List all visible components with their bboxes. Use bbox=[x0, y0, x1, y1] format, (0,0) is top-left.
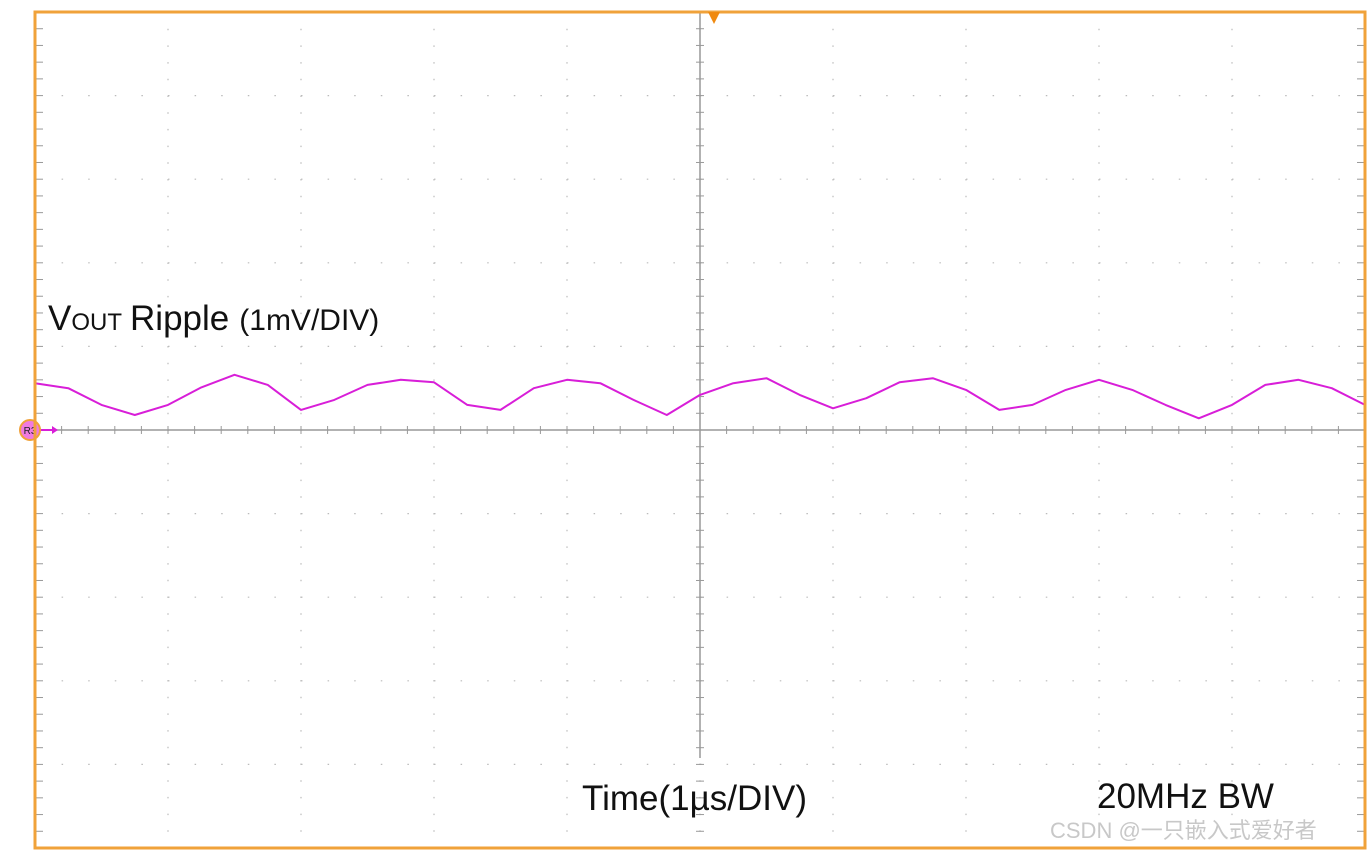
grid bbox=[34, 11, 1366, 849]
channel-label: VOUT Ripple (1mV/DIV) bbox=[48, 299, 379, 338]
label-rest: Ripple bbox=[130, 299, 229, 338]
x-axis-label: Time(1µs/DIV) bbox=[582, 779, 807, 818]
frame bbox=[33, 10, 1367, 850]
waveform bbox=[34, 373, 1366, 420]
label-scale: (1mV/DIV) bbox=[239, 304, 379, 337]
reference-label: R3 bbox=[24, 426, 37, 437]
label-sub: OUT bbox=[71, 309, 122, 336]
bandwidth-label: 20MHz BW bbox=[1097, 777, 1274, 816]
watermark: CSDN @一只嵌入式爱好者 bbox=[1050, 818, 1317, 843]
trigger-marker bbox=[708, 12, 720, 24]
reference-arrowhead bbox=[52, 426, 58, 434]
label-main: V bbox=[48, 299, 72, 338]
